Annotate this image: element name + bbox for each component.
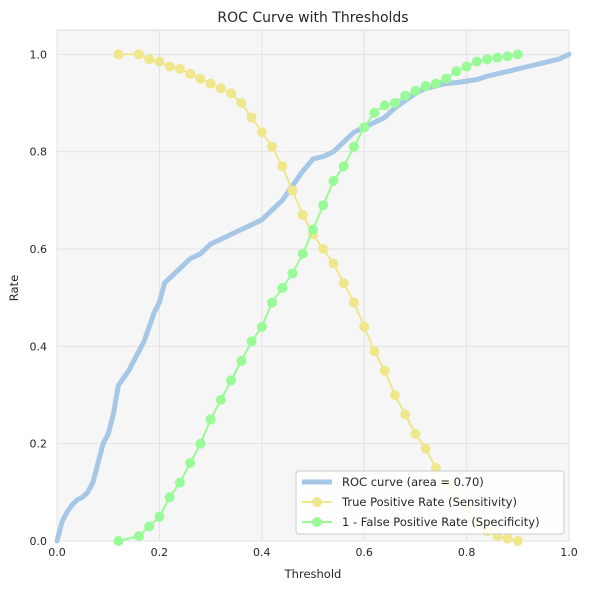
tick-labels: 0.0 0.2 0.4 0.6 0.8 1.0 0.0 0.2 0.4 0.6 0.8 1.0 xyxy=(30,48,578,559)
x-tick-label: 0.0 xyxy=(48,546,66,559)
data-point xyxy=(410,85,421,96)
x-tick-label: 0.2 xyxy=(151,546,169,559)
data-point xyxy=(482,54,493,65)
data-point xyxy=(226,375,237,386)
plot-area xyxy=(56,29,570,542)
data-point xyxy=(287,268,298,279)
data-point xyxy=(451,66,462,77)
data-point xyxy=(471,56,482,67)
data-point xyxy=(185,68,196,79)
y-tick-label: 0.0 xyxy=(30,535,48,548)
y-tick-label: 0.4 xyxy=(30,340,48,353)
data-point xyxy=(400,90,411,101)
y-tick-label: 0.6 xyxy=(30,243,48,256)
data-point xyxy=(369,346,380,357)
data-point xyxy=(144,521,155,532)
data-point xyxy=(297,209,308,220)
data-point xyxy=(379,365,390,376)
series-2 xyxy=(113,49,523,546)
x-tick-label: 0.6 xyxy=(355,546,373,559)
legend-label: ROC curve (area = 0.70) xyxy=(342,475,484,489)
data-point xyxy=(205,414,216,425)
series-0 xyxy=(54,51,572,544)
legend-marker xyxy=(312,517,322,527)
data-point xyxy=(379,100,390,111)
y-axis-label: Rate xyxy=(7,275,21,301)
data-point xyxy=(185,458,196,469)
chart-title: ROC Curve with Thresholds xyxy=(217,10,408,26)
data-point xyxy=(236,355,247,366)
data-point xyxy=(461,61,472,72)
data-point xyxy=(113,536,124,546)
series-line xyxy=(54,51,572,544)
data-point xyxy=(195,73,206,84)
data-point xyxy=(174,63,185,74)
data-point xyxy=(277,161,288,172)
data-point xyxy=(359,321,370,332)
data-point xyxy=(113,49,124,60)
data-point xyxy=(338,278,349,289)
legend-label: True Positive Rate (Sensitivity) xyxy=(341,495,517,509)
x-axis-label: Threshold xyxy=(284,567,342,581)
data-point xyxy=(226,88,237,99)
data-point xyxy=(246,112,257,123)
data-point xyxy=(318,244,329,254)
data-point xyxy=(246,336,257,347)
data-point xyxy=(430,78,441,89)
data-point xyxy=(420,80,431,91)
data-point xyxy=(328,258,339,269)
data-point xyxy=(267,297,278,308)
data-point xyxy=(144,54,155,65)
data-point xyxy=(348,297,359,308)
data-point xyxy=(215,394,226,405)
legend-label: 1 - False Positive Rate (Specificity) xyxy=(342,515,540,529)
data-point xyxy=(154,511,165,522)
data-point xyxy=(205,78,216,89)
y-tick-label: 0.8 xyxy=(30,146,48,159)
data-point xyxy=(277,282,288,293)
legend-marker xyxy=(312,497,322,507)
data-point xyxy=(297,248,308,259)
data-point xyxy=(441,73,452,84)
legend: ROC curve (area = 0.70) True Positive Rat… xyxy=(295,470,565,535)
data-point xyxy=(502,533,513,544)
legend-box xyxy=(295,470,565,535)
data-point xyxy=(369,107,380,118)
y-tick-label: 0.2 xyxy=(30,438,48,451)
data-point xyxy=(359,122,370,133)
data-point xyxy=(215,83,226,94)
y-tick-label: 1.0 xyxy=(30,48,48,61)
data-point xyxy=(256,127,267,138)
data-point xyxy=(348,141,359,152)
data-point xyxy=(512,49,523,60)
data-point xyxy=(492,52,503,63)
data-point xyxy=(410,428,421,439)
data-point xyxy=(389,390,400,400)
data-point xyxy=(512,536,523,546)
data-point xyxy=(256,321,267,332)
data-point xyxy=(308,224,318,235)
data-point xyxy=(318,200,329,211)
data-point xyxy=(133,49,144,60)
data-point xyxy=(502,51,513,62)
data-point xyxy=(154,56,165,67)
data-point xyxy=(164,61,175,72)
data-point xyxy=(174,477,185,488)
data-point xyxy=(236,98,247,108)
x-tick-label: 1.0 xyxy=(560,546,578,559)
data-point xyxy=(328,175,339,186)
data-point xyxy=(267,141,278,152)
x-tick-label: 0.8 xyxy=(458,546,476,559)
data-point xyxy=(133,531,144,542)
data-point xyxy=(338,161,349,172)
x-tick-label: 0.4 xyxy=(253,546,271,559)
data-point xyxy=(195,438,206,449)
data-point xyxy=(420,443,431,454)
data-point xyxy=(400,409,411,420)
data-point xyxy=(164,492,175,503)
data-point xyxy=(389,98,400,108)
data-point xyxy=(287,185,298,196)
